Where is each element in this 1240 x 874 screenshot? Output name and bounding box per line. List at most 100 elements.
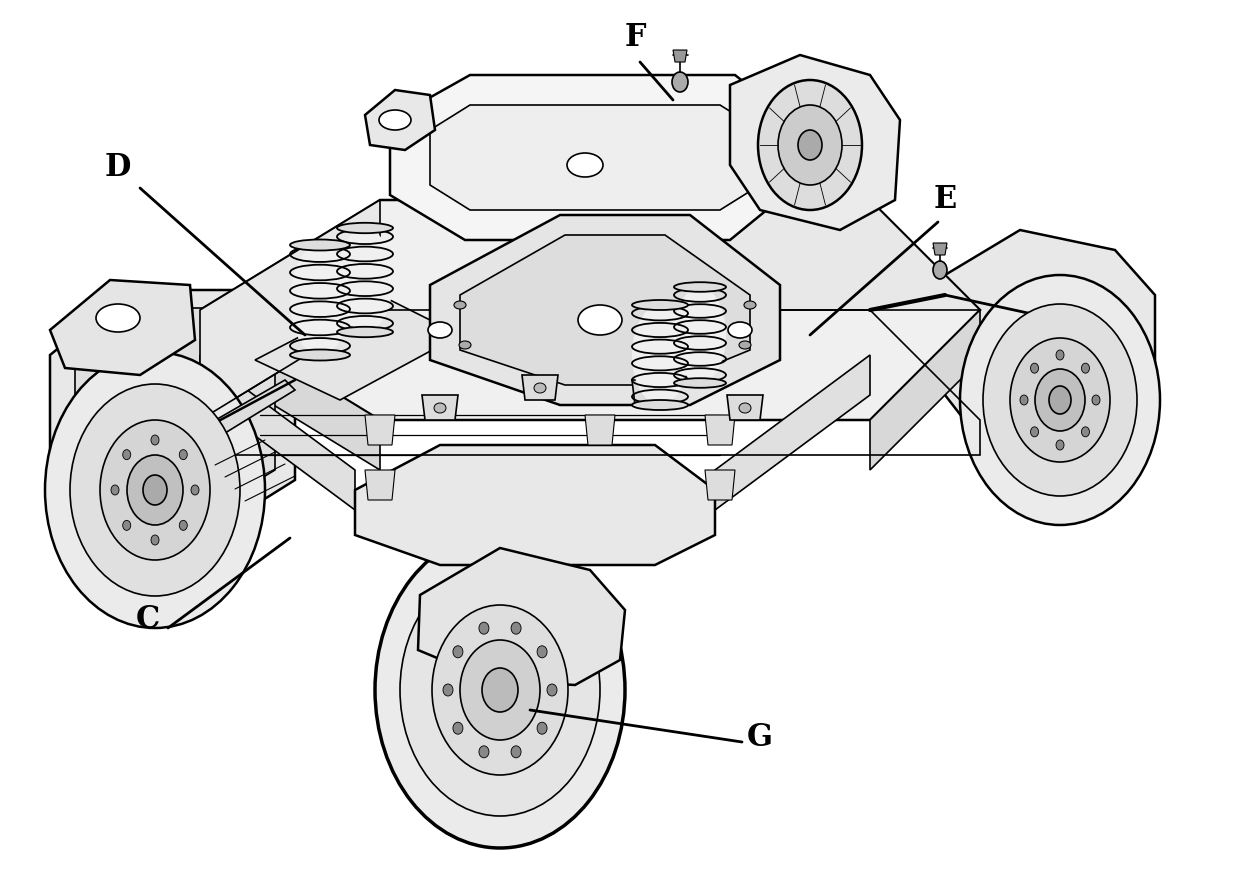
Ellipse shape xyxy=(112,485,119,495)
Ellipse shape xyxy=(460,640,539,740)
Ellipse shape xyxy=(632,300,688,310)
Ellipse shape xyxy=(290,245,350,355)
Ellipse shape xyxy=(151,435,159,445)
Ellipse shape xyxy=(453,646,463,658)
Ellipse shape xyxy=(95,304,140,332)
Polygon shape xyxy=(720,200,980,310)
Ellipse shape xyxy=(932,261,947,279)
Text: C: C xyxy=(136,605,160,635)
Ellipse shape xyxy=(69,384,241,596)
Ellipse shape xyxy=(337,327,393,337)
Ellipse shape xyxy=(379,110,410,130)
Ellipse shape xyxy=(578,305,622,335)
Ellipse shape xyxy=(337,223,393,233)
Ellipse shape xyxy=(537,646,547,658)
Text: F: F xyxy=(624,23,646,53)
Polygon shape xyxy=(50,290,295,530)
Ellipse shape xyxy=(1056,350,1064,360)
Polygon shape xyxy=(727,395,763,420)
Ellipse shape xyxy=(728,322,751,338)
Ellipse shape xyxy=(799,130,822,160)
Ellipse shape xyxy=(479,622,489,635)
Polygon shape xyxy=(355,445,715,565)
Polygon shape xyxy=(585,415,615,445)
Ellipse shape xyxy=(758,80,862,210)
Ellipse shape xyxy=(100,420,210,560)
Polygon shape xyxy=(200,355,355,510)
Ellipse shape xyxy=(482,668,518,712)
Ellipse shape xyxy=(739,403,751,413)
Ellipse shape xyxy=(744,301,756,309)
Polygon shape xyxy=(255,295,460,400)
Ellipse shape xyxy=(1049,386,1071,414)
Ellipse shape xyxy=(675,282,725,292)
Polygon shape xyxy=(418,548,625,685)
Ellipse shape xyxy=(143,475,167,505)
Ellipse shape xyxy=(534,383,546,393)
Polygon shape xyxy=(673,50,687,62)
Polygon shape xyxy=(74,308,275,512)
Ellipse shape xyxy=(739,341,751,349)
Ellipse shape xyxy=(453,722,463,734)
Ellipse shape xyxy=(547,684,557,696)
Ellipse shape xyxy=(1092,395,1100,405)
Polygon shape xyxy=(365,470,396,500)
Ellipse shape xyxy=(777,105,842,185)
Polygon shape xyxy=(945,230,1154,460)
Ellipse shape xyxy=(1011,338,1110,462)
Text: G: G xyxy=(746,723,773,753)
Ellipse shape xyxy=(434,403,446,413)
Polygon shape xyxy=(155,380,295,470)
Ellipse shape xyxy=(1030,364,1039,373)
Ellipse shape xyxy=(1021,395,1028,405)
Ellipse shape xyxy=(432,605,568,775)
Ellipse shape xyxy=(374,532,625,848)
Polygon shape xyxy=(870,310,980,470)
Polygon shape xyxy=(50,280,195,375)
Polygon shape xyxy=(632,380,668,405)
Ellipse shape xyxy=(511,622,521,635)
Ellipse shape xyxy=(960,275,1159,525)
Ellipse shape xyxy=(443,684,453,696)
Ellipse shape xyxy=(1030,427,1039,437)
Ellipse shape xyxy=(191,485,198,495)
Ellipse shape xyxy=(675,378,725,388)
Text: D: D xyxy=(105,152,131,184)
Ellipse shape xyxy=(479,746,489,758)
Ellipse shape xyxy=(672,72,688,92)
Ellipse shape xyxy=(983,304,1137,496)
Ellipse shape xyxy=(1035,369,1085,431)
Text: E: E xyxy=(934,184,956,216)
Ellipse shape xyxy=(511,746,521,758)
Ellipse shape xyxy=(126,455,184,525)
Ellipse shape xyxy=(459,341,471,349)
Ellipse shape xyxy=(537,722,547,734)
Ellipse shape xyxy=(454,301,466,309)
Ellipse shape xyxy=(180,449,187,460)
Polygon shape xyxy=(200,200,379,420)
Ellipse shape xyxy=(632,400,688,410)
Polygon shape xyxy=(430,215,780,405)
Polygon shape xyxy=(706,470,735,500)
Polygon shape xyxy=(706,415,735,445)
Ellipse shape xyxy=(123,520,130,531)
Polygon shape xyxy=(430,105,760,210)
Polygon shape xyxy=(715,355,870,510)
Ellipse shape xyxy=(180,520,187,531)
Ellipse shape xyxy=(644,388,656,398)
Polygon shape xyxy=(200,200,980,420)
Ellipse shape xyxy=(428,322,453,338)
Polygon shape xyxy=(522,375,558,400)
Ellipse shape xyxy=(1081,364,1090,373)
Ellipse shape xyxy=(632,305,688,405)
Polygon shape xyxy=(200,310,379,470)
Polygon shape xyxy=(932,243,947,255)
Ellipse shape xyxy=(290,350,350,360)
Ellipse shape xyxy=(1081,427,1090,437)
Ellipse shape xyxy=(45,352,265,628)
Polygon shape xyxy=(365,90,435,150)
Polygon shape xyxy=(422,395,458,420)
Ellipse shape xyxy=(151,535,159,545)
Ellipse shape xyxy=(675,287,725,383)
Ellipse shape xyxy=(567,153,603,177)
